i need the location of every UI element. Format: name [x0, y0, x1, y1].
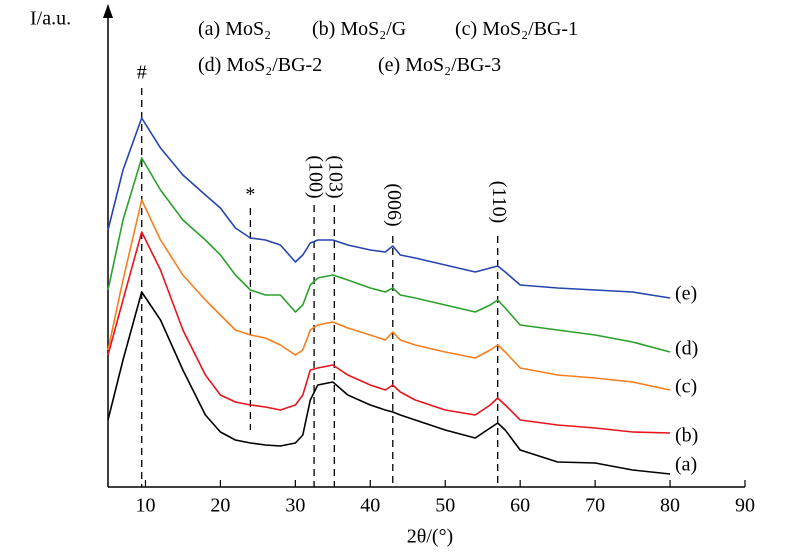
- series-line: [107, 291, 671, 475]
- x-tick-label: 50: [435, 495, 455, 517]
- x-tick-label: 70: [585, 495, 605, 517]
- x-tick-label: 40: [360, 495, 380, 517]
- series-line: [107, 157, 671, 353]
- legend-name: MoS₂/G: [340, 18, 406, 40]
- legend-label: (d): [198, 54, 221, 76]
- legend-label: (a): [198, 18, 220, 40]
- x-tick-label: 80: [660, 495, 680, 517]
- series-label: (e): [675, 283, 697, 305]
- x-tick-label: 10: [135, 495, 155, 517]
- x-tick-label: 60: [510, 495, 530, 517]
- x-tick-label: 30: [285, 495, 305, 517]
- annotation-label: (110): [488, 181, 510, 224]
- annotation-label: (006): [383, 183, 405, 226]
- annotation-label: *: [245, 184, 255, 206]
- legend-entry: (e) MoS₂/BG-3: [378, 54, 501, 76]
- y-axis-arrow: [103, 4, 113, 18]
- legend-label: (c): [455, 18, 477, 40]
- series-label: (c): [675, 376, 697, 398]
- series-line: [107, 231, 671, 434]
- x-axis-label: 2θ/(°): [407, 526, 453, 548]
- legend-entry: (a) MoS₂: [198, 18, 271, 40]
- legend-entry: (c) MoS₂/BG-1: [455, 18, 578, 40]
- annotation-label: (100): [304, 155, 326, 198]
- series-label: (d): [675, 338, 698, 360]
- legend-label: (b): [312, 18, 335, 40]
- x-tick-label: 20: [210, 495, 230, 517]
- legend-entry: (d) MoS₂/BG-2: [198, 54, 322, 76]
- legend-label: (e): [378, 54, 400, 76]
- x-tick-label: 90: [735, 495, 755, 517]
- series-label: (b): [675, 425, 698, 447]
- legend-name: MoS₂: [225, 18, 271, 40]
- y-axis-label: I/a.u.: [30, 8, 71, 30]
- series-line: [107, 199, 671, 391]
- annotation-label: (103): [325, 155, 347, 198]
- legend-name: MoS₂/BG-3: [405, 54, 501, 76]
- legend-name: MoS₂/BG-2: [226, 54, 322, 76]
- series-line: [107, 117, 671, 299]
- legend-entry: (b) MoS₂/G: [312, 18, 406, 40]
- legend-name: MoS₂/BG-1: [482, 18, 578, 40]
- annotation-label: #: [137, 62, 147, 84]
- series-label: (a): [675, 454, 697, 476]
